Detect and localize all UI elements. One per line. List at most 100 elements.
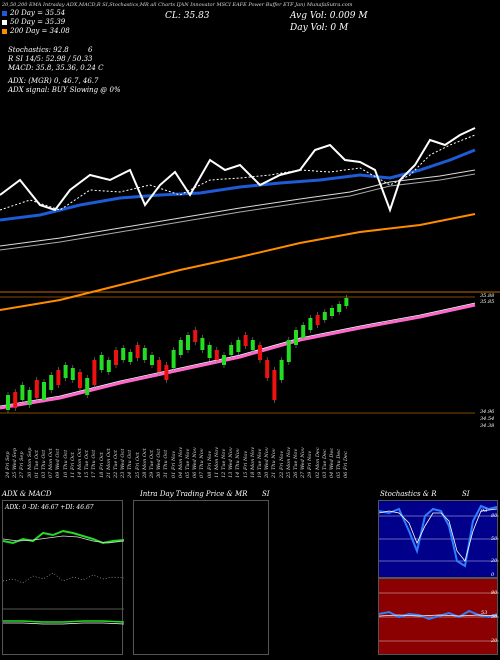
- date-label: 03 Thu Oct: [41, 449, 47, 478]
- candle-body: [135, 345, 140, 358]
- candle-body: [207, 345, 212, 358]
- ema-white-thin-line: [0, 302, 476, 407]
- candle-body: [92, 360, 97, 385]
- legend-label-20: 20 Day = 35.54: [10, 9, 66, 17]
- ema-50-dotted-line: [0, 134, 476, 211]
- candle-body: [308, 318, 313, 330]
- legend-swatch-20: [2, 11, 7, 16]
- adx-readout: ADX: (MGR) 0, 46.7, 46.7: [8, 77, 99, 85]
- stochastics-panel-title: Stochastics & R: [380, 490, 437, 498]
- price-label-top-a: 35.88: [480, 293, 495, 299]
- legend-label-200: 200 Day = 34.08: [10, 27, 70, 35]
- rsi-signal-line: [379, 614, 498, 617]
- candle-body: [121, 348, 126, 360]
- candle-body: [222, 355, 226, 365]
- stochastics-lines: [379, 504, 499, 568]
- date-label: 14 Thu Nov: [235, 448, 242, 478]
- candle-body: [200, 338, 205, 350]
- candle-body: [186, 335, 190, 350]
- date-label: 24 Fri Sep: [5, 451, 11, 478]
- candle-body: [78, 372, 82, 388]
- stochastics-panel: 80 50 20 0 93: [378, 500, 499, 578]
- stoch-tick-50: 50: [491, 536, 498, 542]
- macd-readout: MACD: 35.8, 35.36, 0.24 C: [8, 64, 104, 72]
- candle-body: [128, 352, 133, 362]
- date-label: 30 Mon Sep: [26, 447, 33, 478]
- ema-pink-line: [0, 303, 476, 410]
- intraday-panel-title: Intra Day Trading Price & MR: [140, 490, 248, 498]
- candle-body: [34, 380, 39, 398]
- candle-body: [157, 360, 162, 372]
- stochastics-panel-si: SI: [462, 490, 470, 498]
- date-label: 28 Mon Oct: [141, 448, 148, 478]
- date-label: 11 Fri Oct: [69, 452, 76, 478]
- date-label: 22 Fri Nov: [278, 450, 285, 478]
- adx-panel-readout: ADX: 0 -DI: 46.67 +DI: 46.67: [5, 504, 94, 511]
- stoch-tick-80: 80: [491, 513, 498, 519]
- date-label: 25 Wed Sep: [12, 447, 19, 478]
- candle-body: [63, 365, 68, 378]
- candle-body: [70, 368, 75, 380]
- date-label: 06 Wed Nov: [192, 447, 199, 478]
- date-label: 25 Mon Nov: [285, 446, 292, 478]
- candle-body: [337, 304, 342, 312]
- stochastics-value: 6: [88, 46, 93, 54]
- ema-200-top-line: [0, 213, 476, 311]
- date-label: 18 Fri Oct: [98, 452, 105, 478]
- date-label: 14 Mon Oct: [77, 448, 83, 478]
- header-title: 20,50,200 EMA Intraday ADX,MACD,R SI,Sto…: [2, 2, 353, 8]
- date-label: 07 Mon Oct: [48, 448, 55, 478]
- avg-volume: Avg Vol: 0.009 M: [290, 11, 368, 21]
- date-label: 07 Thu Nov: [199, 448, 206, 478]
- date-label: 30 Wed Oct: [156, 448, 163, 478]
- macd-line: [3, 572, 124, 584]
- adx-signal: ADX signal: BUY Slowing @ 0%: [8, 86, 121, 94]
- rsi-readout: R SI 14/5: 52.98 / 50.33: [8, 55, 93, 63]
- date-label: 25 Fri Oct: [134, 452, 141, 478]
- date-label: 03 Tue Dec: [321, 449, 328, 478]
- date-label: 20 Wed Nov: [264, 447, 271, 478]
- date-label: 05 Thu Dec: [336, 448, 343, 478]
- candle-body: [114, 350, 118, 365]
- candle-body: [294, 330, 298, 345]
- candle-body: [142, 348, 147, 360]
- date-label: 17 Thu Oct: [91, 449, 98, 478]
- date-label: 10 Thu Oct: [62, 449, 69, 478]
- ema-20-top-line: [0, 148, 476, 222]
- candle-body: [322, 312, 327, 320]
- date-label: 06 Fri Dec: [343, 451, 350, 478]
- date-label: 29 Tue Oct: [149, 450, 155, 478]
- adx-line-white: [3, 535, 124, 544]
- adx-line-green: [3, 529, 124, 545]
- ema-50-band-a: [0, 173, 476, 251]
- date-label: 26 Tue Nov: [293, 448, 299, 478]
- rsi-tick-80: 80: [491, 590, 498, 596]
- legend-swatch-50: [2, 20, 7, 25]
- date-label: 04 Wed Dec: [329, 447, 335, 478]
- adx-panel: ADX: 0 -DI: 46.67 +DI: 46.67: [2, 500, 124, 655]
- date-label: 11 Mon Nov: [213, 446, 220, 478]
- date-label: 29 Fri Nov: [307, 450, 314, 478]
- candle-body: [6, 395, 10, 410]
- date-label: 15 Tue Oct: [84, 450, 91, 478]
- date-label: 08 Fri Nov: [206, 450, 213, 478]
- candle-body: [236, 340, 241, 352]
- candle-body: [214, 350, 219, 360]
- candlesticks: [6, 295, 349, 413]
- date-label: 31 Thu Oct: [163, 449, 170, 478]
- date-label: 21 Thu Nov: [271, 448, 278, 478]
- stoch-d-line: [379, 508, 498, 562]
- candle-body: [42, 382, 46, 400]
- date-label: 01 Tue Oct: [33, 450, 40, 478]
- date-label: 15 Fri Nov: [242, 450, 249, 478]
- stoch-current-value: 93: [481, 508, 488, 514]
- date-label: 18 Mon Nov: [249, 446, 256, 478]
- rsi-current-value: 53: [481, 610, 488, 616]
- candle-body: [106, 360, 111, 372]
- candle-body: [330, 308, 334, 316]
- rsi-tick-20: 20: [491, 638, 498, 644]
- candle-body: [193, 330, 198, 342]
- candle-body: [178, 340, 183, 355]
- rsi-tick-50: 50: [491, 614, 498, 620]
- candle-body: [272, 370, 277, 400]
